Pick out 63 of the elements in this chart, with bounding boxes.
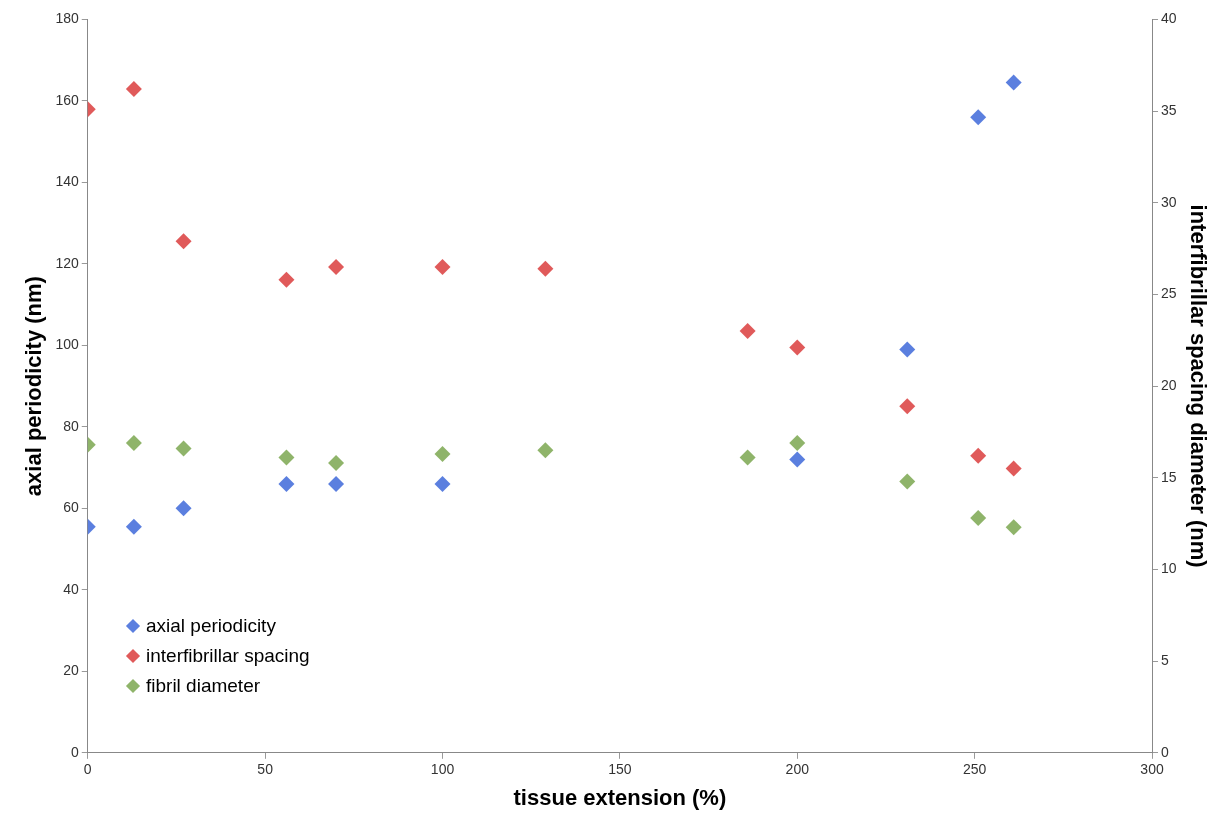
point: [434, 475, 451, 492]
x-tick-label: 150: [608, 761, 632, 778]
point: [739, 323, 756, 340]
y2-tick-label: 35: [1161, 101, 1177, 118]
point: [739, 449, 756, 466]
y-tick-label: 160: [55, 91, 79, 108]
y2-tick-label: 15: [1161, 468, 1177, 485]
x-tick-label: 200: [785, 761, 810, 778]
legend-label: fibril diameter: [146, 674, 261, 698]
point: [278, 449, 295, 466]
point: [175, 233, 192, 250]
point: [789, 451, 806, 468]
point: [278, 475, 295, 492]
point: [537, 260, 554, 277]
point: [899, 341, 916, 358]
point: [328, 455, 345, 472]
y-tick-label: 40: [63, 580, 79, 597]
point: [328, 475, 345, 492]
point: [434, 445, 451, 462]
point: [537, 442, 554, 459]
y2-tick-label: 40: [1161, 10, 1177, 27]
y-tick-label: 20: [63, 662, 79, 679]
point: [175, 440, 192, 457]
x-tick-label: 300: [1140, 761, 1164, 778]
y2-tick-label: 0: [1161, 743, 1170, 760]
point: [1005, 460, 1022, 477]
x-tick-label: 250: [962, 761, 987, 778]
point: [1005, 74, 1022, 91]
point: [789, 339, 806, 356]
point: [1005, 519, 1022, 536]
y-tick-label: 180: [55, 10, 79, 27]
legend-label: interfibrillar spacing: [146, 644, 310, 668]
point: [125, 434, 142, 451]
point: [970, 447, 987, 464]
point: [125, 81, 142, 98]
y2-tick-label: 20: [1161, 376, 1177, 393]
x-tick-label: 50: [257, 761, 274, 778]
point: [278, 271, 295, 288]
point: [175, 500, 192, 517]
legend-label: axial periodicity: [146, 614, 276, 638]
y-axis-title: axial periodicity (nm): [21, 276, 47, 497]
y2-axis-title: interfibrillar spacing diameter (nm): [1185, 204, 1211, 568]
y2-tick-label: 5: [1161, 651, 1170, 668]
y-tick-label: 120: [55, 254, 79, 271]
y-tick-label: 60: [63, 499, 79, 516]
x-tick-label: 0: [83, 761, 92, 778]
point: [899, 398, 916, 415]
x-axis-title: tissue extension (%): [513, 784, 727, 810]
y-tick-label: 100: [55, 336, 79, 353]
point: [789, 434, 806, 451]
point: [899, 473, 916, 490]
y2-tick-label: 25: [1161, 285, 1177, 302]
y2-tick-label: 10: [1161, 560, 1177, 577]
y-tick-label: 140: [55, 173, 79, 190]
point: [125, 518, 142, 535]
point: [328, 258, 345, 275]
x-tick-label: 100: [430, 761, 455, 778]
point: [970, 510, 987, 527]
y-tick-label: 0: [70, 743, 79, 760]
y2-tick-label: 30: [1161, 193, 1177, 210]
point: [434, 258, 451, 275]
point: [970, 109, 987, 126]
y-tick-label: 80: [63, 417, 79, 434]
